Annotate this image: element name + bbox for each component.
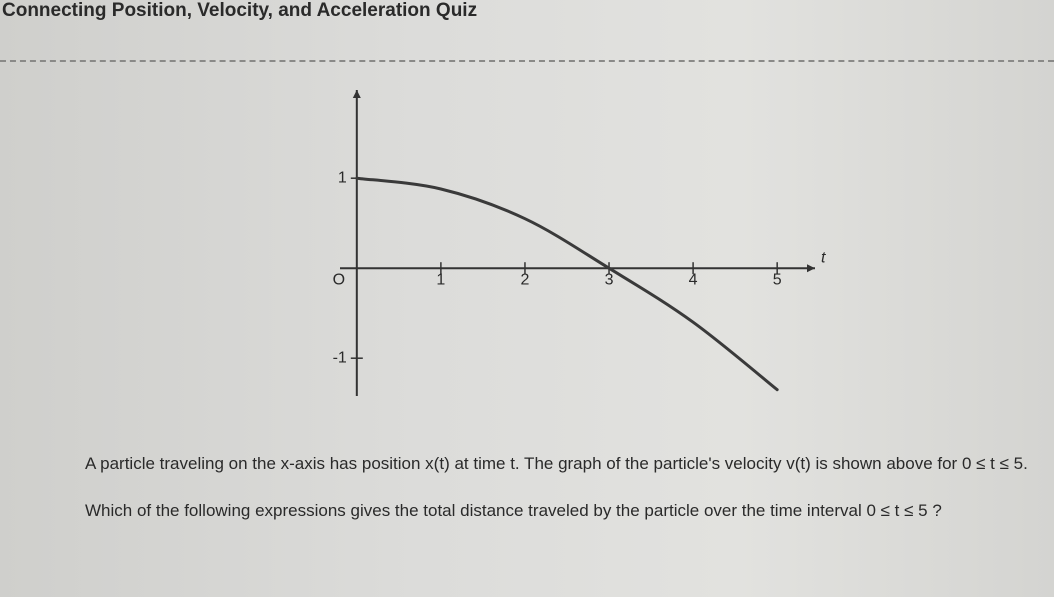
x-tick-label: 1 bbox=[436, 271, 445, 288]
y-tick-label: -1 bbox=[333, 349, 347, 366]
divider bbox=[0, 60, 1054, 62]
x-axis-arrow bbox=[807, 264, 815, 273]
x-tick-label: 2 bbox=[521, 271, 530, 288]
x-tick-label: 4 bbox=[689, 271, 698, 288]
x-tick-label: O bbox=[333, 271, 345, 288]
velocity-curve bbox=[355, 176, 779, 392]
x-tick-label: 3 bbox=[605, 271, 614, 288]
y-tick-label: 1 bbox=[338, 169, 347, 186]
quiz-title: Connecting Position, Velocity, and Accel… bbox=[2, 0, 478, 21]
x-tick-label: 5 bbox=[773, 271, 782, 288]
question-text: A particle traveling on the x-axis has p… bbox=[85, 454, 1028, 520]
x-axis-label: t bbox=[821, 249, 826, 266]
y-axis-arrow bbox=[352, 90, 361, 98]
